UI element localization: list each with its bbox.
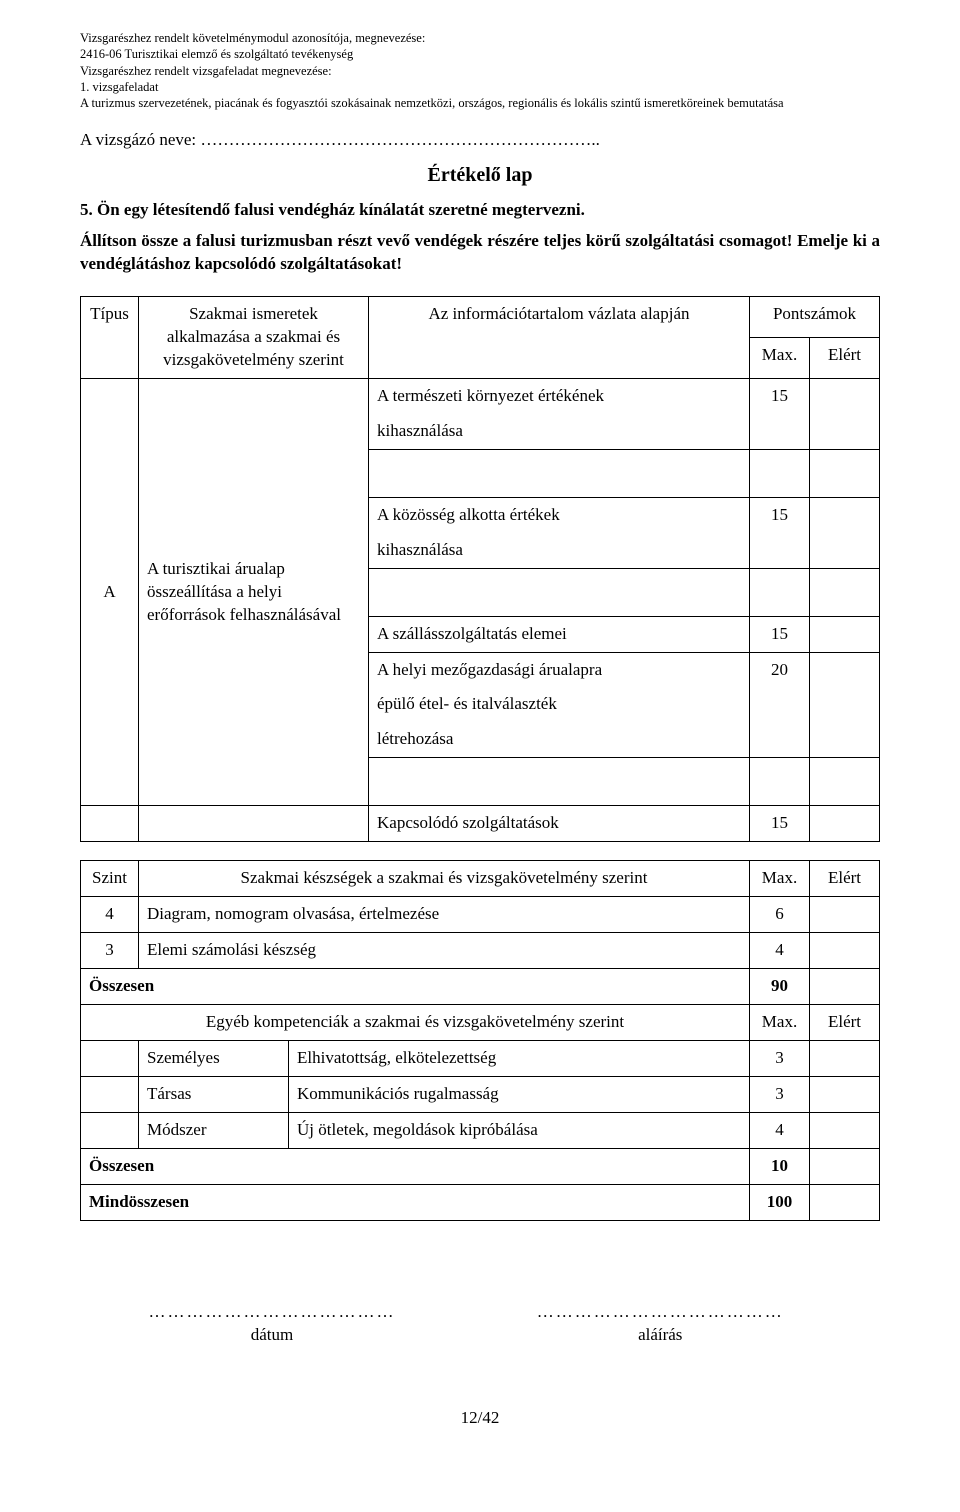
hdr-elert2: Elért bbox=[810, 861, 880, 897]
row2-cat-2: Módszer bbox=[139, 1112, 289, 1148]
page-number: 12/42 bbox=[80, 1407, 880, 1430]
row3-max: 20 bbox=[750, 652, 810, 687]
row2-max-2: 4 bbox=[750, 1112, 810, 1148]
task-number-intro: 5. Ön egy létesítendő falusi vendégház k… bbox=[80, 199, 880, 222]
hdr-max3: Max. bbox=[750, 1005, 810, 1041]
osszesen2: Összesen bbox=[81, 1148, 750, 1184]
row3-info: A helyi mezőgazdasági árualapra bbox=[369, 652, 750, 687]
evaluation-table-2: Szint Szakmai készségek a szakmai és viz… bbox=[80, 860, 880, 1220]
sign-dots: ………………………………… bbox=[468, 1301, 852, 1324]
date-label: dátum bbox=[80, 1324, 464, 1347]
hdr-points: Pontszámok bbox=[750, 297, 880, 338]
row2-info: A szállásszolgáltatás elemei bbox=[369, 616, 750, 652]
row-szint-1: 3 bbox=[81, 933, 139, 969]
row2-max-0: 3 bbox=[750, 1040, 810, 1076]
skill-text: A turisztikai árualap összeállítása a he… bbox=[139, 378, 369, 806]
hdr-other: Egyéb kompetenciák a szakmai és vizsgakö… bbox=[81, 1005, 750, 1041]
row2-desc-0: Elhivatottság, elkötelezettség bbox=[289, 1040, 750, 1076]
mindossz: Mindösszesen bbox=[81, 1184, 750, 1220]
osszesen1-val: 90 bbox=[750, 969, 810, 1005]
row3-info3: létrehozása bbox=[369, 722, 750, 757]
hdr-type: Típus bbox=[81, 297, 139, 379]
hdr-szint: Szint bbox=[81, 861, 139, 897]
row2-desc-1: Kommunikációs rugalmasság bbox=[289, 1076, 750, 1112]
header-line2: 2416-06 Turisztikai elemző és szolgáltat… bbox=[80, 46, 880, 62]
hdr-max: Max. bbox=[750, 337, 810, 378]
date-dots: ………………………………… bbox=[80, 1301, 464, 1324]
header-line3: Vizsgarészhez rendelt vizsgafeladat megn… bbox=[80, 63, 880, 79]
hdr-skills2: Szakmai készségek a szakmai és vizsgaköv… bbox=[139, 861, 750, 897]
row0-info: A természeti környezet értékének bbox=[369, 378, 750, 413]
hdr-elert: Elért bbox=[810, 337, 880, 378]
row2-cat-1: Társas bbox=[139, 1076, 289, 1112]
sign-label: aláírás bbox=[468, 1324, 852, 1347]
row1-info2: kihasználása bbox=[369, 533, 750, 568]
row-skill-0: Diagram, nomogram olvasása, értelmezése bbox=[139, 897, 750, 933]
task-paragraph: Állítson össze a falusi turizmusban rész… bbox=[80, 230, 880, 276]
row3-info2: épülő étel- és italválaszték bbox=[369, 687, 750, 722]
row1-max: 15 bbox=[750, 497, 810, 532]
row0-max: 15 bbox=[750, 378, 810, 413]
hdr-skills: Szakmai ismeretek alkalmazása a szakmai … bbox=[139, 297, 369, 379]
examinee-name-line: A vizsgázó neve: ……………………………………………………………… bbox=[80, 129, 880, 152]
row0-info2: kihasználása bbox=[369, 414, 750, 449]
row2-max: 15 bbox=[750, 616, 810, 652]
header-line4: 1. vizsgafeladat bbox=[80, 79, 880, 95]
module-header: Vizsgarészhez rendelt követelménymodul a… bbox=[80, 30, 880, 111]
mindossz-val: 100 bbox=[750, 1184, 810, 1220]
row-max-1: 4 bbox=[750, 933, 810, 969]
page-title: Értékelő lap bbox=[80, 162, 880, 189]
type-A: A bbox=[81, 378, 139, 806]
row2-desc-2: Új ötletek, megoldások kipróbálása bbox=[289, 1112, 750, 1148]
hdr-elert3: Elért bbox=[810, 1005, 880, 1041]
row2-cat-0: Személyes bbox=[139, 1040, 289, 1076]
row2-max-1: 3 bbox=[750, 1076, 810, 1112]
row4-info: Kapcsolódó szolgáltatások bbox=[369, 806, 750, 842]
header-line1: Vizsgarészhez rendelt követelménymodul a… bbox=[80, 30, 880, 46]
osszesen2-val: 10 bbox=[750, 1148, 810, 1184]
task-description: 5. Ön egy létesítendő falusi vendégház k… bbox=[80, 199, 880, 276]
row-skill-1: Elemi számolási készség bbox=[139, 933, 750, 969]
row0-elert bbox=[810, 378, 880, 413]
row1-info: A közösség alkotta értékek bbox=[369, 497, 750, 532]
osszesen1: Összesen bbox=[81, 969, 750, 1005]
row4-max: 15 bbox=[750, 806, 810, 842]
row-max-0: 6 bbox=[750, 897, 810, 933]
hdr-max2: Max. bbox=[750, 861, 810, 897]
evaluation-table-1: Típus Szakmai ismeretek alkalmazása a sz… bbox=[80, 296, 880, 842]
row-szint-0: 4 bbox=[81, 897, 139, 933]
hdr-info: Az információtartalom vázlata alapján bbox=[369, 297, 750, 379]
signature-row: ………………………………… dátum ………………………………… aláírá… bbox=[80, 1301, 880, 1347]
header-line5: A turizmus szervezetének, piacának és fo… bbox=[80, 95, 880, 111]
